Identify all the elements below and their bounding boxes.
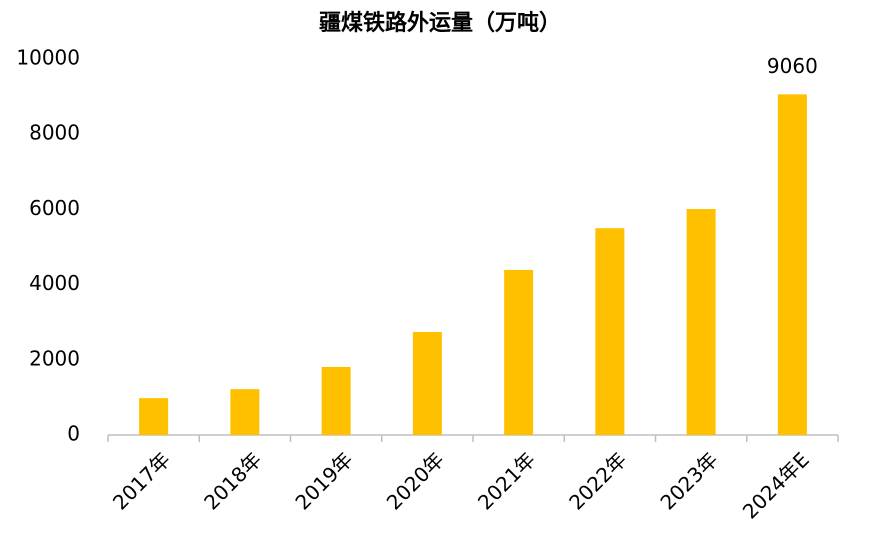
chart-title: 疆煤铁路外运量（万吨）	[319, 10, 561, 36]
bar	[595, 228, 625, 435]
x-tick-label: 2018年	[199, 447, 266, 514]
y-tick-label: 8000	[29, 121, 80, 145]
bar	[504, 269, 534, 435]
bar	[230, 389, 260, 435]
x-tick-label: 2017年	[108, 447, 175, 514]
y-tick-label: 4000	[29, 271, 80, 295]
bar	[686, 209, 716, 435]
bar	[777, 94, 807, 436]
y-tick-label: 6000	[29, 196, 80, 220]
x-tick-label: 2024年E	[738, 447, 814, 523]
y-tick-label: 10000	[16, 46, 80, 70]
x-tick-label: 2021年	[473, 447, 540, 514]
bar	[321, 366, 351, 435]
y-tick-label: 2000	[29, 346, 80, 370]
x-tick-label: 2022年	[564, 447, 631, 514]
bar	[412, 331, 442, 435]
x-tick-label: 2020年	[382, 447, 449, 514]
x-tick-label: 2023年	[655, 447, 722, 514]
data-label: 9060	[767, 54, 818, 78]
y-tick-label: 0	[67, 422, 80, 446]
x-tick-label: 2019年	[290, 447, 357, 514]
bar	[139, 398, 169, 435]
